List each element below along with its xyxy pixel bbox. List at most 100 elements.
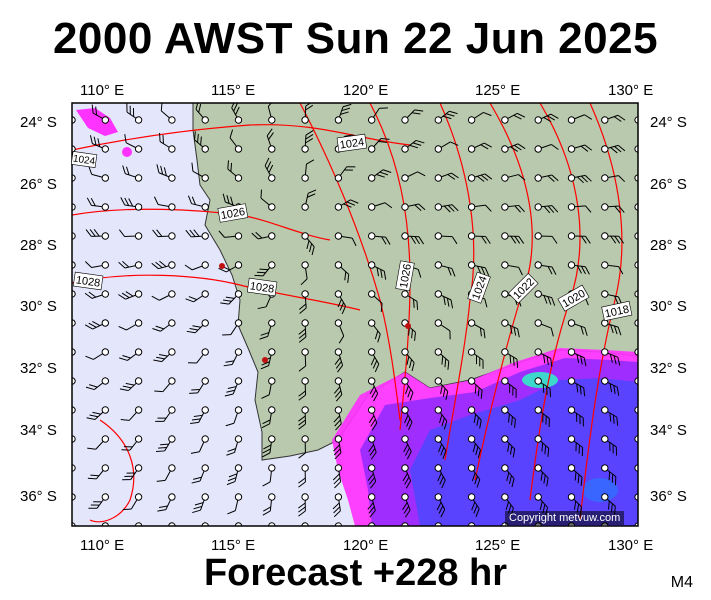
lat-label-30-right: 30° S bbox=[650, 298, 687, 315]
wind-barb bbox=[119, 377, 143, 392]
isobar-label: 1026 bbox=[220, 206, 246, 222]
wind-barb bbox=[222, 319, 243, 336]
wind-barb bbox=[87, 464, 110, 480]
lat-label-26-right: 26° S bbox=[650, 176, 687, 193]
wind-barb bbox=[567, 144, 593, 153]
wind-barb bbox=[200, 522, 209, 526]
wind-barb bbox=[534, 290, 556, 306]
wind-barb bbox=[152, 319, 176, 332]
wind-barb bbox=[434, 464, 446, 489]
lat-label-32: 32° S bbox=[20, 360, 57, 377]
wind-barb bbox=[72, 290, 76, 299]
lat-label-24-right: 24° S bbox=[650, 114, 687, 131]
wind-barb bbox=[72, 113, 76, 124]
wind-barb bbox=[267, 103, 276, 124]
wind-barb bbox=[333, 435, 343, 460]
wind-barb bbox=[601, 435, 618, 456]
isobar-label: 1028 bbox=[249, 280, 275, 295]
wind-barb bbox=[301, 189, 317, 211]
wind-barb bbox=[601, 203, 625, 214]
wind-barb bbox=[159, 132, 176, 153]
wind-barb bbox=[184, 261, 209, 271]
wind-barb bbox=[567, 464, 583, 486]
lon-label-110-bottom: 110° E bbox=[80, 537, 125, 554]
wind-barb bbox=[118, 260, 143, 269]
isobar-label: 1024 bbox=[339, 136, 365, 151]
wind-barb bbox=[434, 493, 446, 518]
wind-barb bbox=[124, 134, 143, 153]
isobar-label: 1026 bbox=[398, 263, 414, 289]
wind-barb bbox=[367, 493, 376, 518]
wind-barb bbox=[601, 232, 625, 244]
lat-label-28-right: 28° S bbox=[650, 237, 687, 254]
wind-barb bbox=[567, 174, 592, 184]
wind-barb bbox=[298, 435, 309, 459]
wind-barb bbox=[434, 406, 448, 430]
wind-barb bbox=[467, 348, 484, 369]
isobar-labels: 1024 1024 1026 1026 1028 1028 1024 1022 … bbox=[70, 133, 633, 322]
wind-barb bbox=[401, 522, 411, 526]
coastal-rain-patch bbox=[76, 108, 132, 157]
wind-barb bbox=[218, 261, 243, 273]
wind-barb bbox=[434, 290, 454, 309]
wind-barb bbox=[260, 189, 276, 211]
wind-barb bbox=[261, 377, 276, 399]
wind-barb bbox=[120, 197, 143, 211]
wind-barb bbox=[567, 203, 592, 213]
wind-barb bbox=[186, 319, 209, 334]
city-marker bbox=[219, 263, 225, 269]
lon-label-130-bottom: 130° E bbox=[608, 537, 654, 554]
wind-barb bbox=[334, 261, 350, 284]
wind-barb bbox=[401, 203, 426, 211]
wind-barb bbox=[434, 232, 458, 245]
wind-barb bbox=[634, 232, 638, 240]
wind-barb bbox=[259, 319, 276, 340]
wind-barb bbox=[501, 232, 525, 244]
wind-barb bbox=[266, 128, 276, 153]
wind-barb bbox=[368, 435, 377, 460]
wind-barb bbox=[223, 348, 243, 367]
wind-barb bbox=[567, 114, 593, 124]
wind-barb bbox=[467, 261, 490, 276]
wind-barb bbox=[434, 377, 449, 400]
wind-barb bbox=[434, 110, 458, 124]
wind-barb bbox=[401, 232, 424, 245]
wind-barb bbox=[118, 319, 143, 331]
wind-barb bbox=[534, 406, 550, 428]
wind-barb bbox=[501, 112, 526, 124]
wind-barb bbox=[131, 522, 143, 526]
wind-barb bbox=[298, 493, 309, 517]
wind-barb bbox=[567, 348, 587, 367]
lat-label-36-right: 36° S bbox=[650, 488, 687, 505]
wind-barb bbox=[86, 406, 110, 420]
wind-barb bbox=[192, 493, 209, 514]
wind-barb bbox=[187, 348, 209, 364]
wind-barb bbox=[501, 174, 526, 182]
wind-barb bbox=[97, 522, 110, 526]
wind-barb bbox=[85, 261, 110, 269]
wind-barb bbox=[152, 229, 176, 240]
wind-barb bbox=[165, 522, 176, 526]
wind-barb bbox=[151, 290, 176, 301]
wind-barb bbox=[434, 522, 445, 526]
wind-barb bbox=[301, 232, 315, 256]
city-marker bbox=[405, 323, 411, 329]
wind-barb bbox=[191, 162, 209, 182]
wind-barb bbox=[567, 493, 582, 516]
wind-barb bbox=[401, 464, 412, 489]
wind-barb bbox=[88, 166, 110, 182]
wind-barb bbox=[401, 493, 411, 518]
wind-barb bbox=[333, 406, 343, 431]
wind-barb bbox=[264, 157, 276, 182]
wind-barb bbox=[534, 113, 559, 124]
wind-barb bbox=[262, 435, 276, 458]
wind-barb bbox=[634, 522, 638, 526]
wind-barb bbox=[634, 377, 638, 388]
wind-barb bbox=[434, 141, 459, 153]
wind-barb bbox=[190, 435, 209, 454]
wind-barb bbox=[229, 129, 243, 153]
wind-barb bbox=[534, 203, 559, 214]
wind-barb bbox=[334, 199, 359, 211]
wind-barb bbox=[226, 435, 243, 456]
wind-barb bbox=[467, 377, 483, 399]
